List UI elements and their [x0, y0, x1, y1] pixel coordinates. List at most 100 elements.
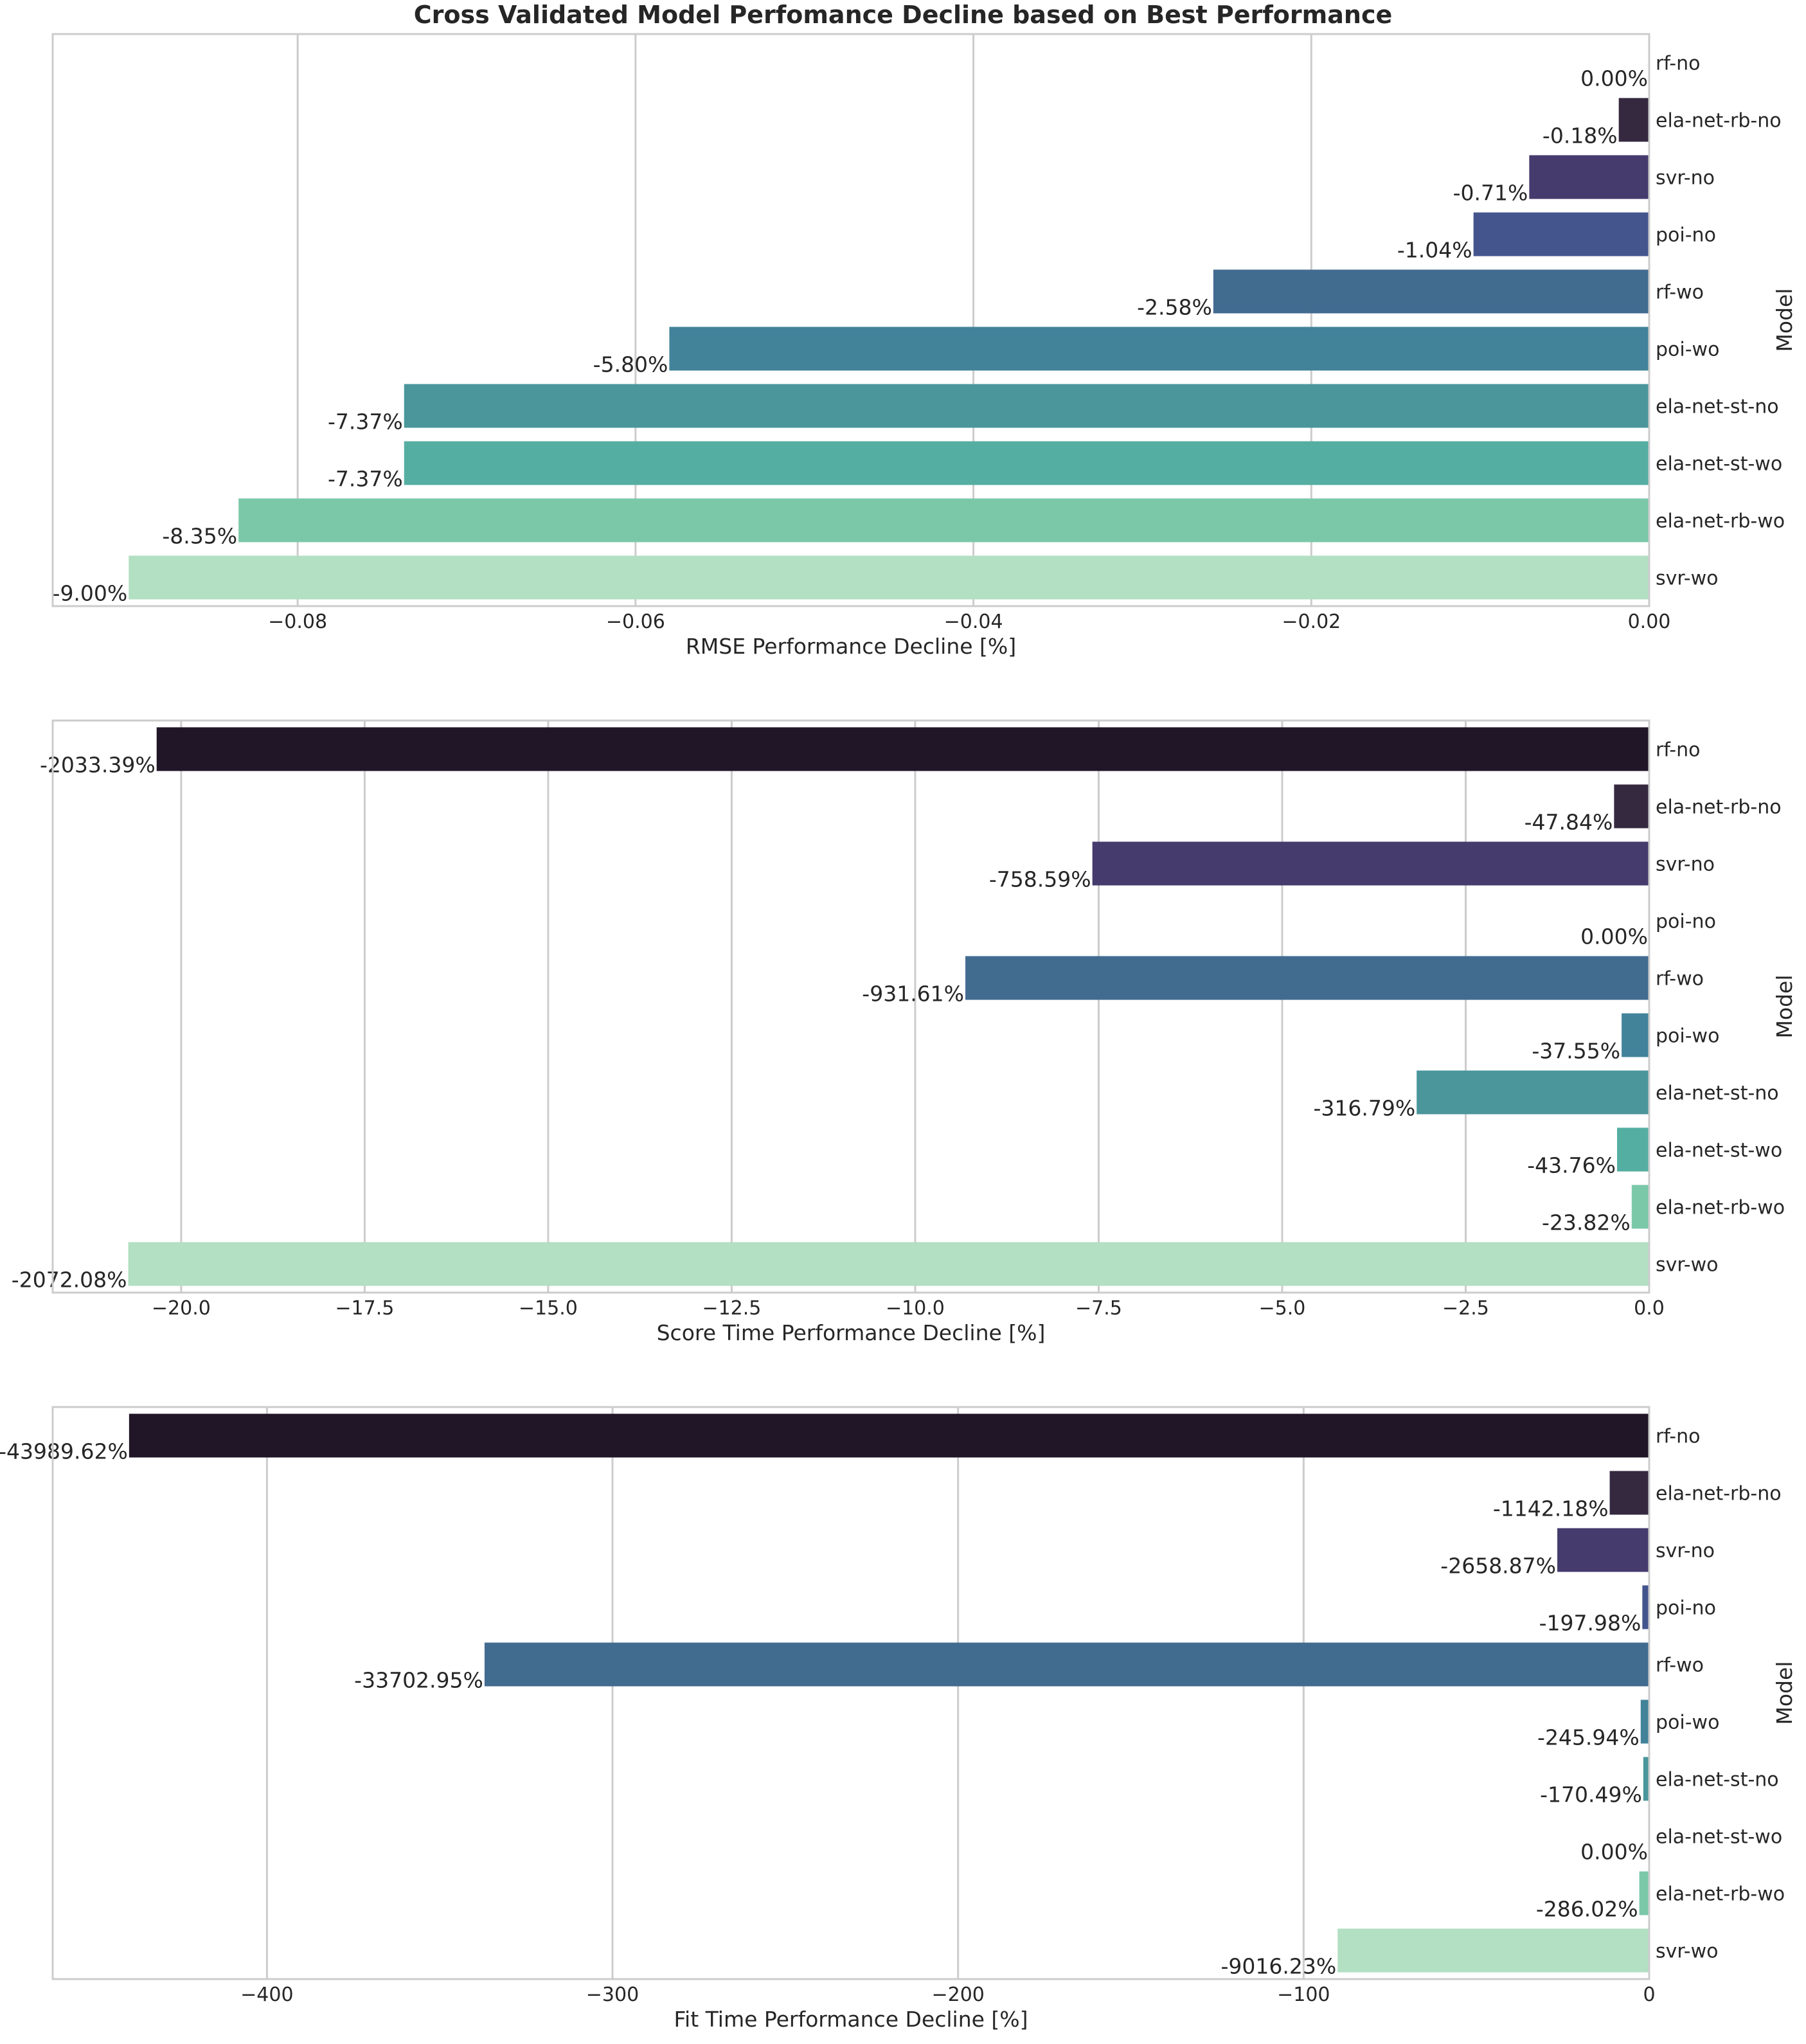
- bar-ela-net-rb-no: [1609, 1471, 1649, 1515]
- ytick-label: rf-no: [1656, 53, 1700, 75]
- bar-svr-no: [1092, 841, 1649, 886]
- data-label: -9.00%: [53, 581, 128, 606]
- xtick-label: 0: [1643, 1984, 1655, 2006]
- ytick-label: poi-no: [1656, 911, 1716, 933]
- ytick-label: rf-wo: [1656, 1654, 1704, 1677]
- xtick-label: −12.5: [702, 1297, 761, 1320]
- xtick-label: −15.0: [519, 1297, 578, 1320]
- data-label: -758.59%: [989, 867, 1091, 892]
- xtick-label: −17.5: [335, 1297, 394, 1320]
- xtick-label: 0.00: [1628, 611, 1671, 633]
- x-axis-label: Fit Time Performance Decline [%]: [674, 2007, 1028, 2032]
- ytick-label: poi-wo: [1656, 339, 1719, 361]
- bar-ela-net-rb-no: [1618, 98, 1649, 142]
- data-label: -47.84%: [1524, 810, 1613, 835]
- bar-poi-wo: [669, 327, 1649, 371]
- data-label: -0.18%: [1542, 123, 1618, 148]
- x-axis-label: Score Time Performance Decline [%]: [657, 1320, 1046, 1345]
- ytick-label: svr-wo: [1656, 568, 1719, 590]
- axes-frame: [51, 33, 1650, 607]
- x-axis-label: RMSE Performance Decline [%]: [686, 634, 1016, 659]
- ytick-label: svr-wo: [1656, 1941, 1719, 1963]
- bar-rf-no: [156, 727, 1649, 771]
- data-label: -1.04%: [1397, 238, 1472, 263]
- data-label: -2033.39%: [40, 753, 156, 778]
- bar-rf-wo: [484, 1642, 1649, 1687]
- ytick-label: rf-no: [1656, 1426, 1700, 1448]
- xtick-label: −2.5: [1442, 1297, 1489, 1320]
- data-label: -197.98%: [1539, 1611, 1641, 1636]
- ytick-label: poi-no: [1656, 1597, 1716, 1620]
- xtick-label: −200: [931, 1984, 984, 2006]
- ytick-label: svr-no: [1656, 1540, 1715, 1563]
- data-label: -7.37%: [328, 409, 403, 435]
- y-axis-label: Model: [1772, 288, 1797, 352]
- ytick-label: ela-net-st-wo: [1656, 1826, 1782, 1849]
- ytick-label: rf-no: [1656, 739, 1700, 762]
- xtick-label: −20.0: [152, 1297, 211, 1320]
- data-label: -8.35%: [162, 524, 237, 549]
- bar-svr-no: [1529, 155, 1649, 199]
- y-axis-label: Model: [1772, 1661, 1797, 1725]
- data-label: -5.80%: [593, 352, 668, 377]
- data-label: -170.49%: [1540, 1782, 1642, 1807]
- data-label: -931.61%: [862, 982, 964, 1007]
- bar-ela-net-st-no: [1417, 1070, 1649, 1115]
- xtick-label: −5.0: [1259, 1297, 1306, 1320]
- data-label: -7.37%: [328, 467, 403, 492]
- figure-title: Cross Validated Model Perfomance Decline…: [414, 1, 1393, 29]
- bar-ela-net-st-wo: [1617, 1127, 1649, 1172]
- axes-frame: [51, 1406, 1650, 1980]
- y-axis-label: Model: [1772, 974, 1797, 1038]
- data-label: -2072.08%: [12, 1268, 127, 1293]
- xtick-label: −400: [240, 1984, 293, 2006]
- ytick-label: rf-wo: [1656, 282, 1704, 304]
- bar-ela-net-st-no: [1643, 1757, 1649, 1801]
- data-label: -9016.23%: [1220, 1954, 1336, 1979]
- ytick-label: ela-net-rb-wo: [1656, 1197, 1785, 1219]
- data-label: 0.00%: [1580, 1840, 1648, 1865]
- bar-poi-no: [1473, 212, 1649, 256]
- chart-panel-3: -43989.62% rf-no -1142.18% ela-net-rb-no -26…: [0, 1406, 1797, 2032]
- xtick-label: −100: [1277, 1984, 1330, 2006]
- ytick-label: ela-net-rb-no: [1656, 796, 1782, 819]
- ytick-label: ela-net-rb-no: [1656, 1483, 1782, 1505]
- xtick-label: −0.08: [268, 611, 327, 633]
- data-label: -316.79%: [1313, 1096, 1415, 1121]
- bar-poi-wo: [1640, 1699, 1649, 1744]
- ytick-label: svr-no: [1656, 854, 1715, 876]
- ytick-label: ela-net-rb-no: [1656, 110, 1782, 132]
- bar-ela-net-st-no: [404, 384, 1649, 428]
- data-label: 0.00%: [1580, 924, 1648, 949]
- bar-poi-wo: [1622, 1013, 1649, 1057]
- ytick-label: ela-net-st-wo: [1656, 453, 1782, 476]
- xtick-label: −0.04: [944, 611, 1003, 633]
- bar-ela-net-rb-wo: [1631, 1185, 1649, 1229]
- data-label: -37.55%: [1532, 1039, 1620, 1064]
- bar-svr-wo: [129, 555, 1650, 600]
- ytick-label: poi-wo: [1656, 1712, 1719, 1734]
- chart-panel-2: -2033.39% rf-no -47.84% ela-net-rb-no -758.5…: [12, 719, 1797, 1345]
- ytick-label: ela-net-st-wo: [1656, 1140, 1782, 1162]
- xtick-label: −10.0: [886, 1297, 945, 1320]
- ytick-label: ela-net-rb-wo: [1656, 510, 1785, 533]
- data-label: -2658.87%: [1440, 1554, 1556, 1579]
- ytick-label: ela-net-rb-wo: [1656, 1883, 1785, 1906]
- ytick-label: poi-wo: [1656, 1025, 1719, 1048]
- xtick-label: 0.0: [1634, 1297, 1665, 1320]
- bar-svr-no: [1557, 1528, 1649, 1572]
- chart-panel-1: 0.00% rf-no -0.18% ela-net-rb-no -0.71% svr-n…: [51, 33, 1797, 659]
- bar-ela-net-rb-wo: [1639, 1871, 1649, 1915]
- data-label: -1142.18%: [1493, 1496, 1609, 1521]
- bar-ela-net-rb-wo: [238, 498, 1650, 542]
- data-label: 0.00%: [1580, 66, 1648, 91]
- data-label: -33702.95%: [354, 1668, 483, 1693]
- bar-ela-net-rb-no: [1614, 784, 1649, 829]
- data-label: -286.02%: [1536, 1897, 1638, 1922]
- ytick-label: poi-no: [1656, 224, 1716, 247]
- data-label: -245.94%: [1537, 1725, 1640, 1750]
- xtick-label: −7.5: [1075, 1297, 1122, 1320]
- ytick-label: ela-net-st-no: [1656, 396, 1779, 418]
